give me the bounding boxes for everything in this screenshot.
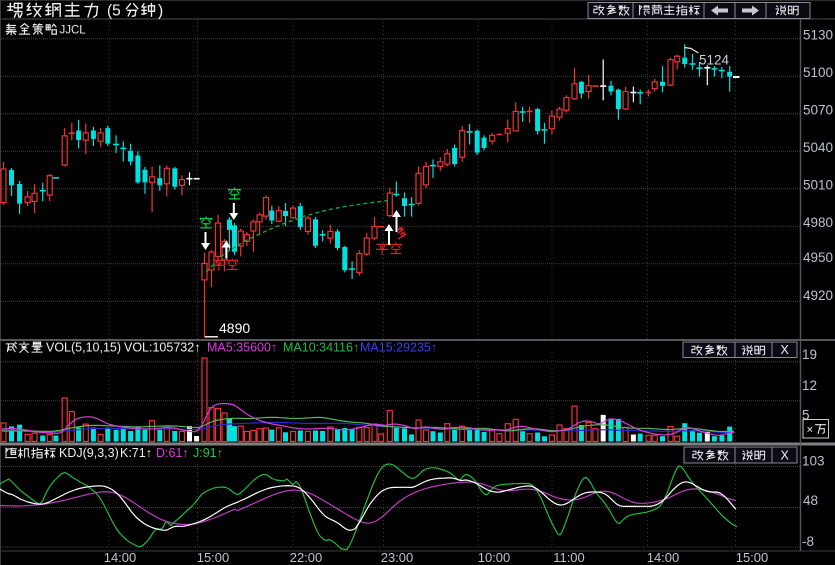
- svg-text:11:00: 11:00: [553, 550, 585, 565]
- svg-text:×: ×: [807, 425, 814, 437]
- svg-text:15:00: 15:00: [197, 550, 230, 565]
- svg-text:VOL:105732↑: VOL:105732↑: [124, 341, 200, 355]
- svg-text:(5: (5: [107, 3, 121, 20]
- svg-text:JJCL: JJCL: [60, 25, 87, 37]
- svg-text:): ): [158, 3, 163, 20]
- svg-text:-8: -8: [802, 534, 814, 549]
- svg-text:K:71↑: K:71↑: [120, 446, 152, 460]
- svg-text:4920: 4920: [803, 288, 833, 303]
- svg-text:103: 103: [802, 454, 825, 469]
- svg-text:23:00: 23:00: [381, 550, 414, 565]
- svg-text:4950: 4950: [803, 250, 833, 265]
- svg-text:5124: 5124: [699, 53, 730, 68]
- svg-text:5130: 5130: [803, 27, 833, 42]
- svg-text:14:00: 14:00: [647, 550, 680, 565]
- svg-text:5040: 5040: [803, 140, 833, 155]
- svg-text:48: 48: [803, 493, 818, 508]
- svg-text:X: X: [781, 343, 790, 357]
- svg-text:MA5:35600↑: MA5:35600↑: [207, 341, 277, 355]
- svg-text:4980: 4980: [803, 215, 833, 230]
- svg-text:5070: 5070: [803, 102, 833, 117]
- svg-text:4890: 4890: [219, 320, 250, 336]
- svg-text:5: 5: [802, 408, 810, 423]
- svg-text:MA10:34116↑: MA10:34116↑: [283, 341, 359, 355]
- svg-text:5100: 5100: [803, 65, 833, 80]
- svg-text:14:00: 14:00: [104, 550, 137, 565]
- svg-text:15:00: 15:00: [736, 550, 769, 565]
- svg-text:VOL(5,10,15): VOL(5,10,15): [46, 341, 121, 355]
- svg-text:19: 19: [802, 347, 817, 362]
- svg-text:KDJ(9,3,3): KDJ(9,3,3): [59, 446, 119, 460]
- svg-text:5010: 5010: [803, 177, 833, 192]
- svg-text:X: X: [781, 449, 790, 463]
- svg-text:J:91↑: J:91↑: [193, 446, 223, 460]
- svg-text:MA15:29235↑: MA15:29235↑: [360, 341, 437, 355]
- svg-text:D:61↑: D:61↑: [156, 446, 189, 460]
- svg-text:12: 12: [802, 378, 817, 393]
- svg-text:22:00: 22:00: [290, 550, 323, 565]
- svg-text:10:00: 10:00: [478, 550, 511, 565]
